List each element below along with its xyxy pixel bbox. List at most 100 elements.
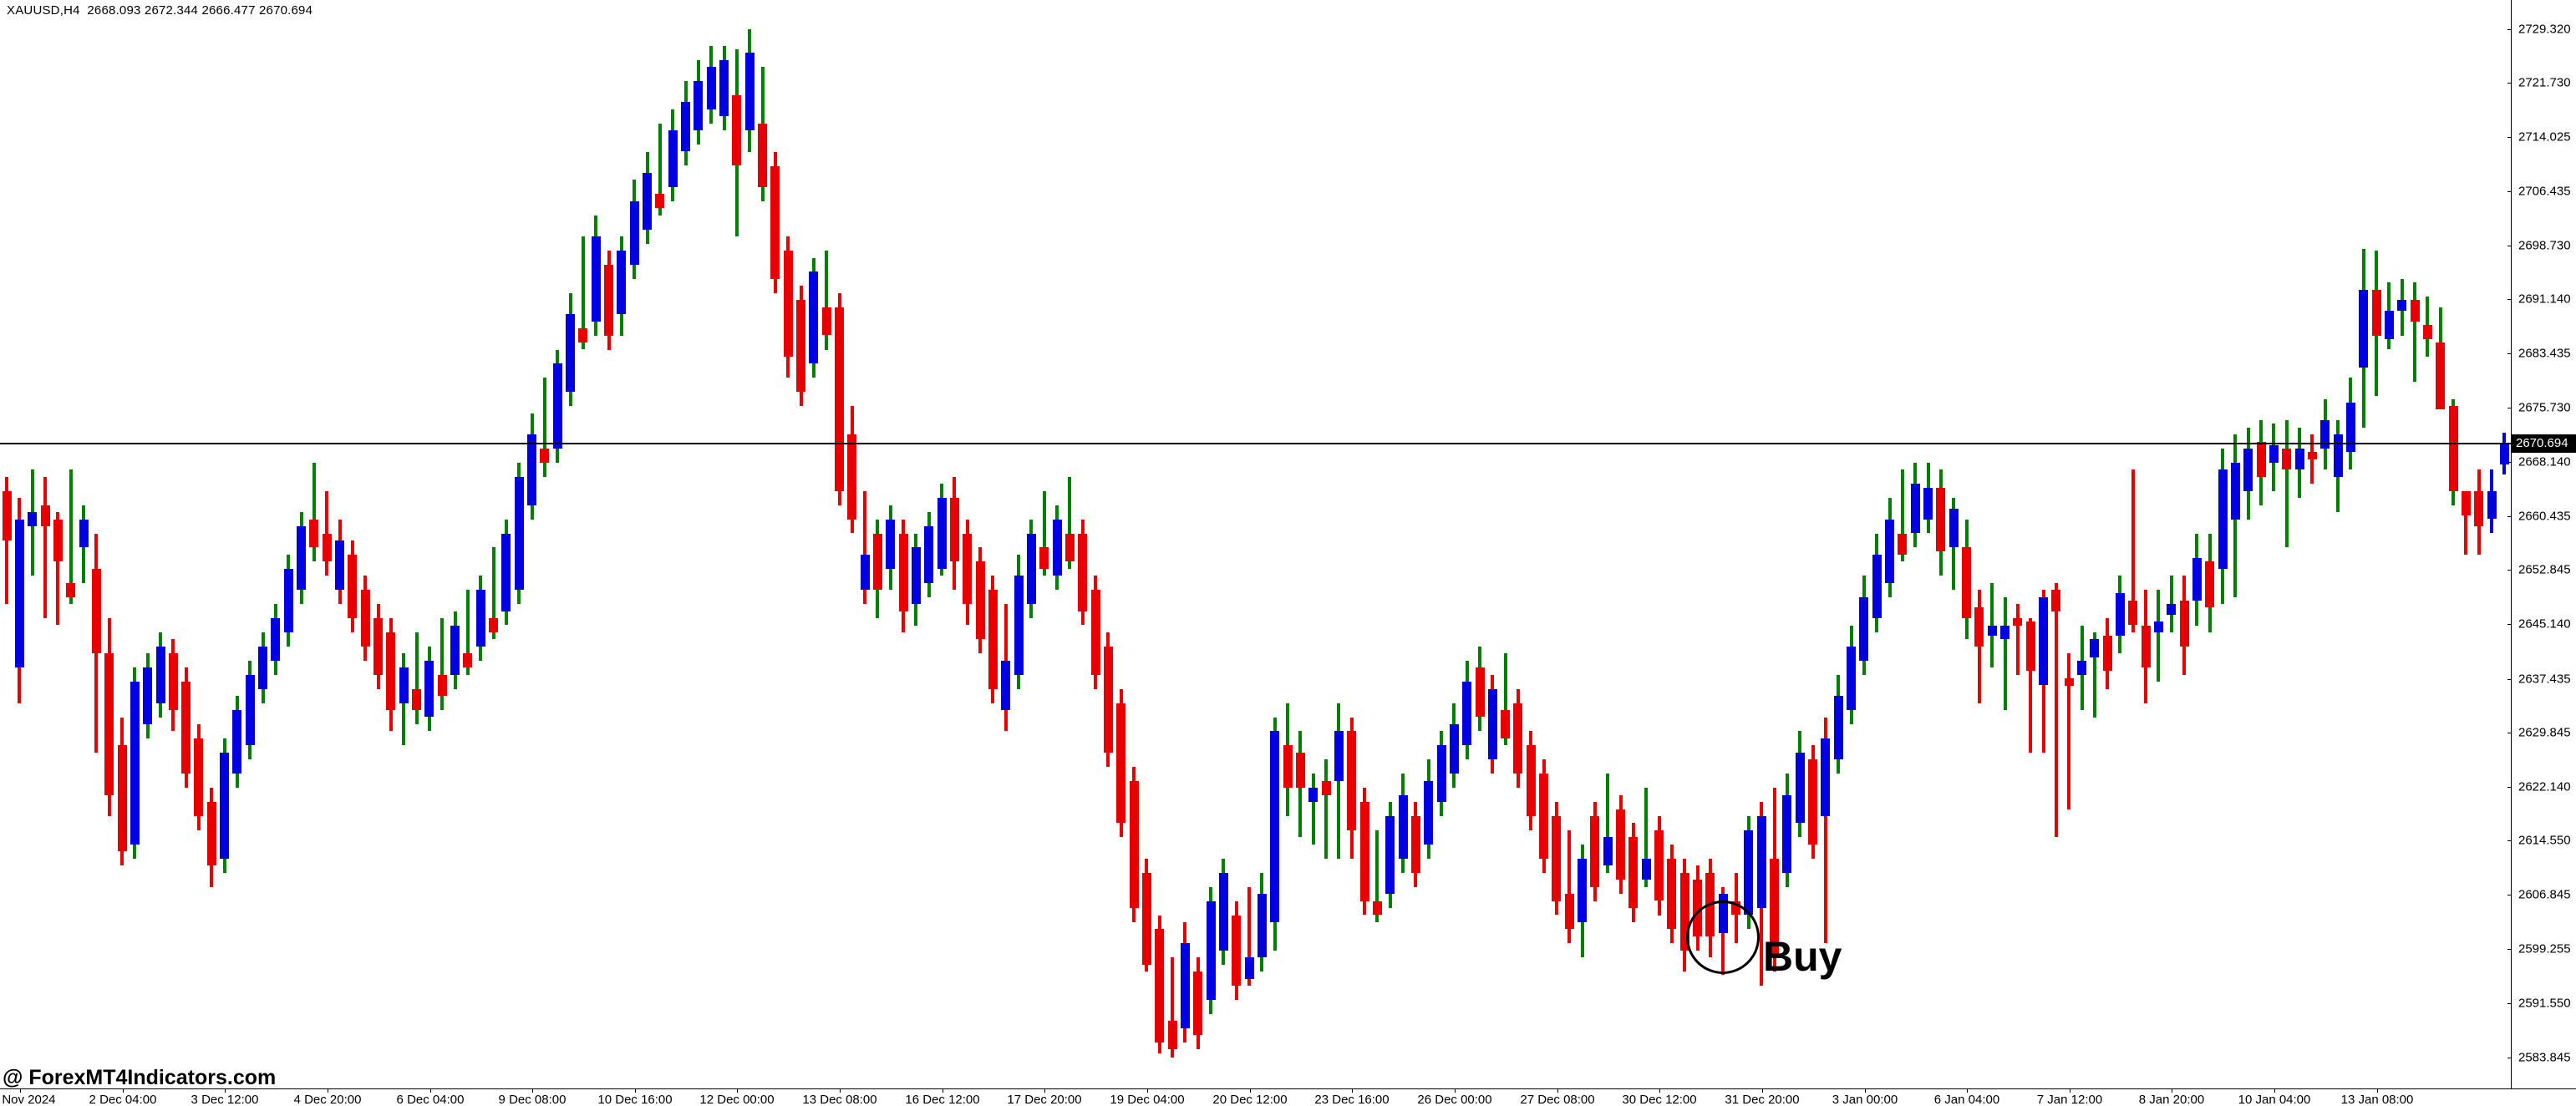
candle (322, 533, 332, 562)
price-axis-line (2511, 0, 2512, 1088)
candle (130, 682, 140, 845)
candle-wick (1337, 703, 1341, 859)
time-axis-label: 6 Jan 04:00 (1933, 1093, 2000, 1106)
candle (2410, 300, 2420, 322)
candle (1167, 1021, 1177, 1050)
price-axis-tick (2507, 137, 2512, 138)
candle (2448, 406, 2458, 491)
candle (2051, 590, 2061, 611)
candle (1014, 576, 1024, 675)
candle (552, 363, 562, 449)
candle (1821, 738, 1831, 816)
candle-wick (2157, 590, 2161, 682)
candle (1347, 731, 1357, 830)
candle (206, 802, 216, 866)
price-axis-label: 2706.435 (2518, 184, 2571, 199)
candle (2487, 490, 2497, 520)
price-axis-label: 2683.435 (2518, 346, 2571, 361)
candle (2307, 452, 2317, 459)
candle (373, 618, 384, 675)
candle (2, 490, 12, 540)
time-axis-label: 26 Dec 00:00 (1417, 1093, 1492, 1106)
time-axis-tick (1250, 1089, 1251, 1093)
candle-wick (1990, 582, 1994, 668)
candle (297, 526, 307, 591)
candle (2256, 441, 2266, 477)
time-axis[interactable]: 28 Nov 2024 2 Dec 04:00 3 Dec 12:00 4 Dec 2… (0, 1088, 2576, 1106)
candle (1487, 688, 1497, 760)
time-axis-label: 10 Dec 16:00 (597, 1093, 673, 1106)
watermark-text: @ ForexMT4Indicators.com (3, 1066, 277, 1089)
candle (668, 130, 678, 187)
price-axis-tick (2507, 840, 2512, 841)
candle (2359, 289, 2369, 368)
candle (924, 526, 934, 583)
price-axis-tick (2507, 949, 2512, 950)
candle (1590, 816, 1600, 887)
candle (1064, 533, 1075, 562)
candle (1321, 780, 1331, 795)
candle (2461, 490, 2471, 516)
candle-wick (2054, 582, 2058, 838)
price-axis-label: 2614.550 (2518, 833, 2571, 848)
candle (860, 554, 870, 591)
candle (1679, 872, 1689, 951)
candle (1910, 484, 1920, 534)
candle (1578, 858, 1588, 922)
candle-wick (1042, 490, 1046, 576)
time-axis-tick (840, 1089, 841, 1093)
candle (2205, 561, 2215, 608)
candle-wick (2092, 632, 2096, 718)
chart-area[interactable]: XAUUSD,H4 2668.093 2672.344 2666.477 267… (0, 0, 2511, 1089)
candle-wick (1247, 886, 1251, 987)
price-axis-tick (2507, 83, 2512, 84)
price-axis-label: 2675.730 (2518, 400, 2571, 415)
candle (1475, 667, 1485, 718)
candle (2499, 444, 2509, 465)
candle-wick (491, 547, 495, 640)
candle (360, 590, 370, 647)
candle (1987, 625, 1997, 637)
candle (2218, 469, 2228, 569)
candle (463, 653, 473, 668)
price-axis[interactable]: 2670.694 2729.320 2721.730 2714.025 2706.43… (2507, 0, 2576, 1088)
candle (1513, 703, 1523, 774)
candle-wick (2131, 469, 2135, 632)
candle (1501, 710, 1511, 738)
candle (2397, 300, 2407, 311)
candle (2013, 618, 2023, 626)
candle (783, 251, 793, 357)
price-axis-tick (2507, 516, 2512, 517)
candle (1847, 646, 1856, 711)
candle (1116, 703, 1126, 824)
time-axis-tick (1455, 1089, 1456, 1093)
price-axis-tick (2507, 353, 2512, 354)
candle (2090, 639, 2100, 657)
candle (898, 533, 908, 611)
current-price-tag: 2670.694 (2512, 434, 2576, 453)
candle-wick (1606, 774, 1610, 873)
time-axis-label: 8 Jan 20:00 (2138, 1093, 2205, 1106)
candle (2153, 621, 2163, 632)
candle-wick (312, 462, 316, 562)
time-axis-label: 2 Dec 04:00 (89, 1093, 157, 1106)
candle (629, 200, 639, 265)
time-axis-tick (1659, 1089, 1660, 1093)
candle (796, 300, 805, 393)
candle (489, 618, 498, 632)
candle (770, 165, 780, 279)
candle-wick (1171, 957, 1174, 1058)
candle-wick (43, 476, 47, 618)
time-axis-label: 20 Dec 12:00 (1212, 1093, 1288, 1106)
price-axis-tick (2507, 462, 2512, 463)
candle (732, 94, 742, 166)
time-axis-label: 30 Dec 12:00 (1622, 1093, 1697, 1106)
candle (155, 646, 165, 703)
candle (1974, 607, 1984, 647)
candle (566, 314, 575, 393)
candle (2333, 434, 2343, 477)
candle (283, 568, 293, 632)
candle (2436, 342, 2446, 410)
buy-signal-circle (1686, 901, 1760, 974)
candle (2345, 403, 2355, 453)
